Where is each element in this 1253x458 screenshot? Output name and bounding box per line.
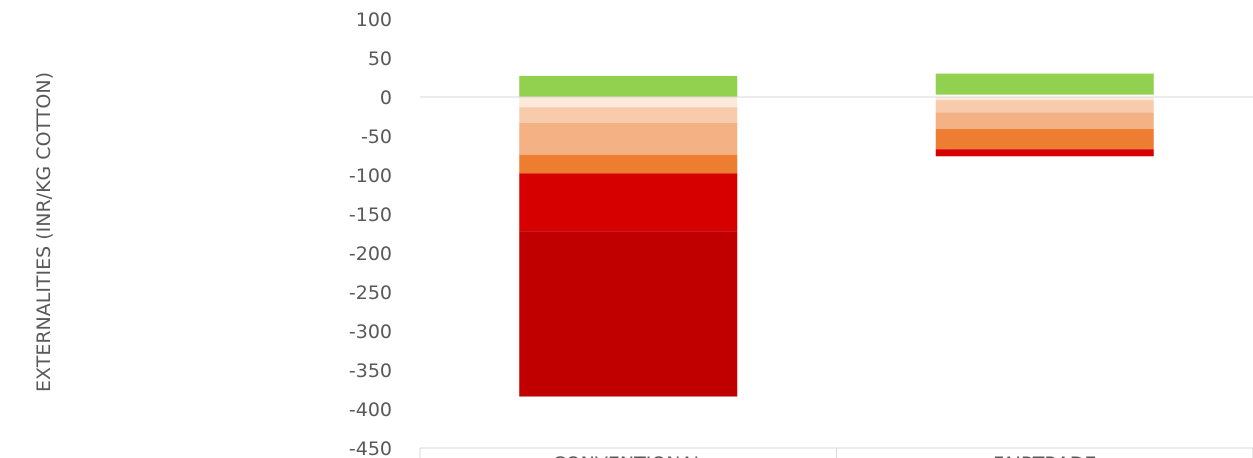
bar-segment [519, 122, 738, 155]
y-tick-label: 100 [356, 9, 392, 31]
category-label: FAIRTRADE [993, 453, 1096, 458]
y-tick-label: -400 [349, 399, 392, 421]
y-tick-label: -50 [361, 126, 392, 148]
bar-segment [519, 107, 738, 123]
category-labels: CONVENTIONAL FAIRTRADE [552, 453, 1096, 458]
bar-segment [935, 112, 1154, 129]
y-axis-title: EXTERNALITIES (INR/KG COTTON) [33, 72, 55, 392]
bar-segment [935, 73, 1154, 95]
bar-segment [519, 231, 738, 397]
bar-segment [935, 128, 1154, 150]
bar-segment [519, 173, 738, 232]
y-tick-label: -250 [349, 282, 392, 304]
bar-segment [935, 100, 1154, 113]
y-tick-label: -100 [349, 165, 392, 187]
y-tick-label: -300 [349, 321, 392, 343]
bar-segment [519, 75, 738, 97]
y-tick-label: -150 [349, 204, 392, 226]
bar-segment [519, 97, 738, 108]
y-tick-label: -200 [349, 243, 392, 265]
bar-segment [935, 149, 1154, 157]
y-tick-label: 50 [368, 48, 392, 70]
x-axis [419, 447, 1253, 458]
y-tick-label: -350 [349, 360, 392, 382]
y-tick-label: 0 [380, 87, 392, 109]
bar-segment [935, 97, 1154, 101]
y-axis-ticks: 100 50 0 -50 -100 -150 -200 -250 -300 -350 -400 -45… [349, 9, 392, 458]
category-label: CONVENTIONAL [552, 453, 704, 458]
bar-segment [519, 154, 738, 174]
bars [519, 73, 1154, 397]
y-tick-label: -450 [349, 438, 392, 458]
